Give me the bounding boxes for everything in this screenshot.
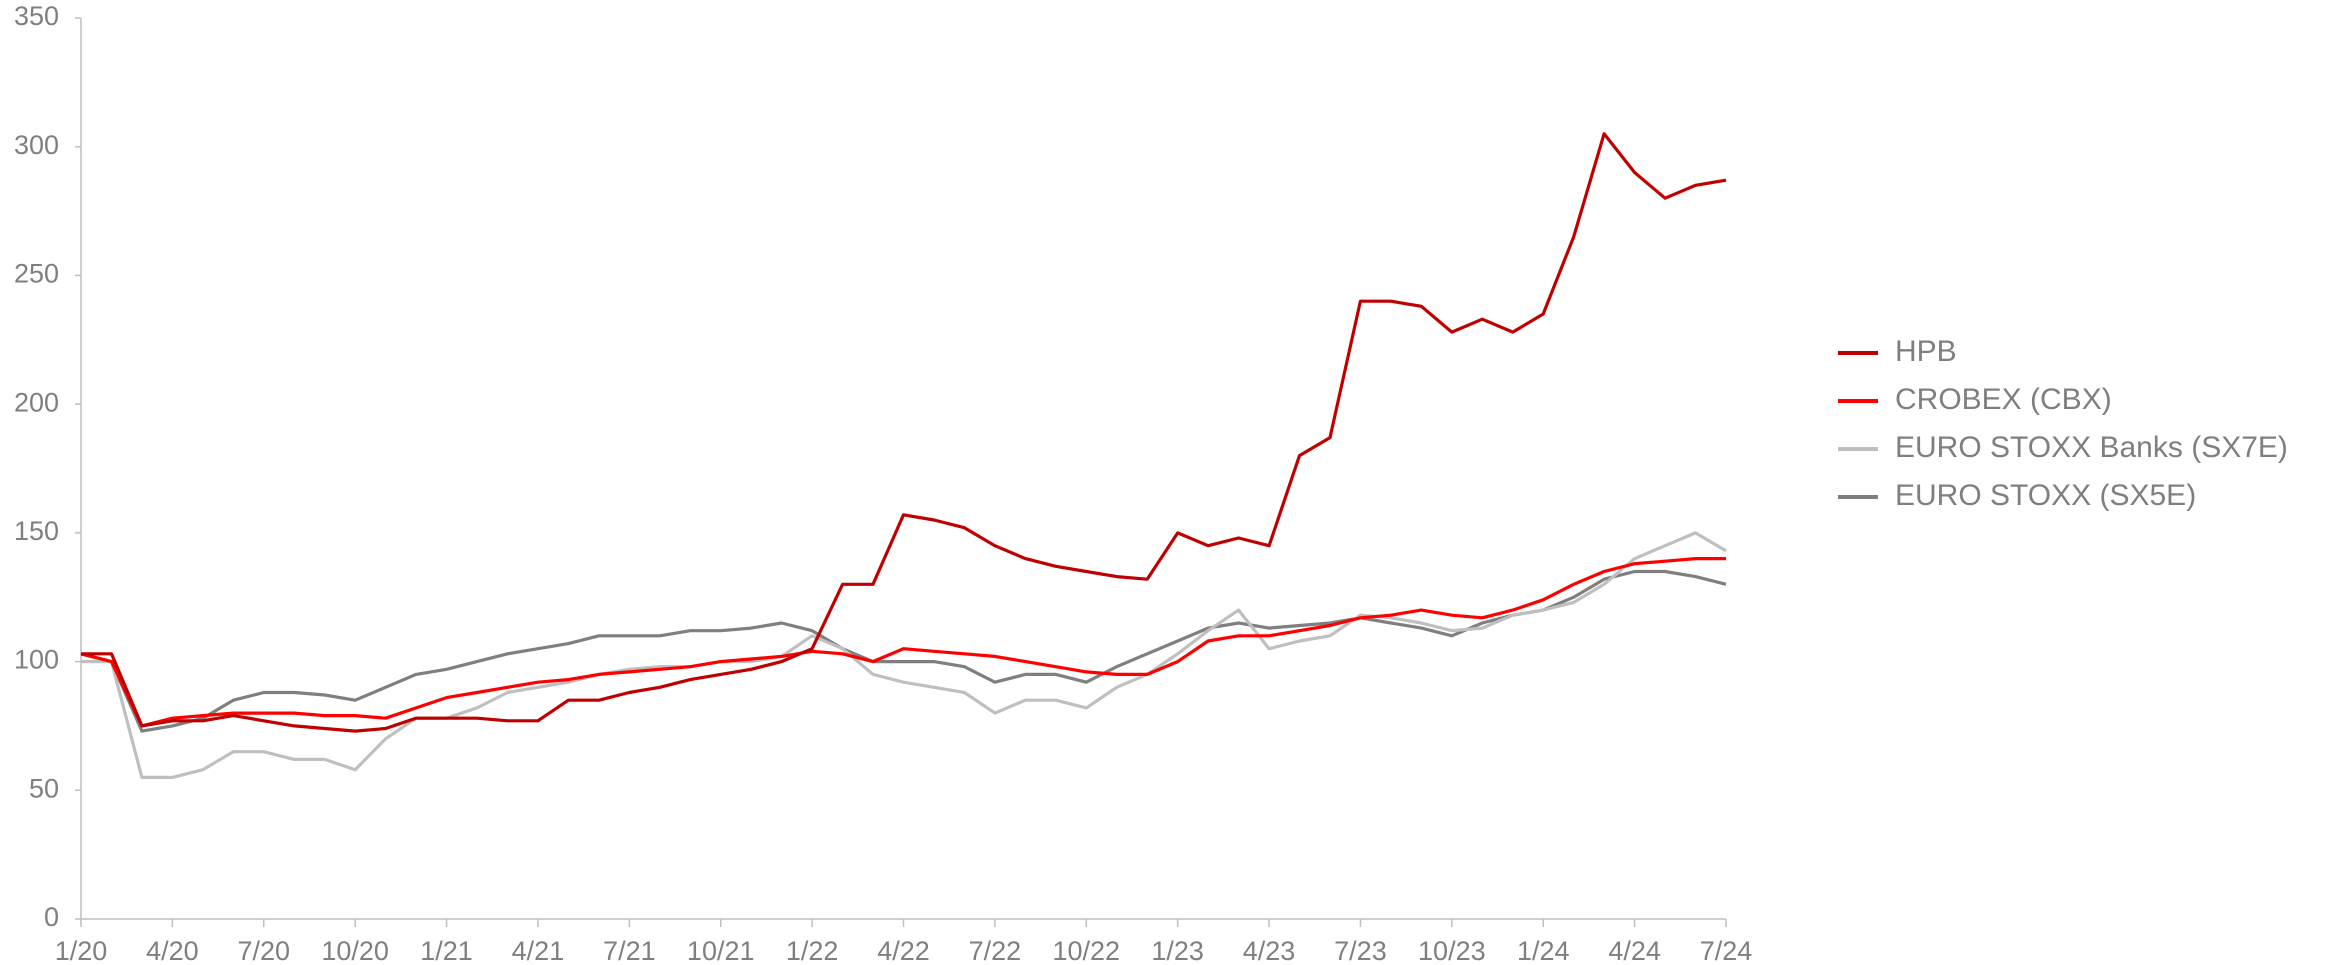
x-tick-label: 7/20	[237, 936, 290, 965]
legend-label: HPB	[1895, 335, 1957, 368]
series-line	[81, 132, 1727, 733]
x-tick-label: 4/23	[1243, 936, 1296, 965]
y-tick-label: 50	[29, 773, 59, 803]
y-tick-label: 200	[14, 387, 59, 417]
x-tick-label: 7/24	[1700, 936, 1753, 965]
series-line	[81, 531, 1727, 779]
x-tick-label: 4/22	[877, 936, 930, 965]
legend-label: EURO STOXX (SX5E)	[1895, 479, 2196, 512]
series-line	[80, 557, 1726, 728]
x-tick-label: 1/20	[55, 936, 108, 965]
x-tick-label: 7/21	[603, 936, 656, 965]
x-tick-label: 4/20	[146, 936, 199, 965]
x-tick-label: 10/23	[1418, 936, 1486, 965]
y-tick-label: 150	[14, 516, 59, 546]
legend-label: EURO STOXX Banks (SX7E)	[1895, 431, 2288, 464]
y-tick-label: 250	[14, 259, 59, 289]
x-tick-label: 7/23	[1334, 936, 1387, 965]
x-tick-label: 10/22	[1052, 936, 1120, 965]
y-tick-label: 0	[44, 902, 59, 932]
x-tick-label: 1/22	[786, 936, 839, 965]
legend-label: CROBEX (CBX)	[1895, 383, 2112, 416]
y-tick-label: 100	[14, 645, 59, 675]
x-tick-label: 4/21	[512, 936, 565, 965]
x-tick-label: 10/20	[321, 936, 389, 965]
x-tick-label: 4/24	[1608, 936, 1661, 965]
y-tick-label: 350	[14, 1, 59, 31]
x-tick-label: 10/21	[687, 936, 755, 965]
y-tick-label: 300	[14, 130, 59, 160]
x-tick-label: 1/21	[420, 936, 473, 965]
x-tick-label: 1/24	[1517, 936, 1570, 965]
series-line	[80, 569, 1727, 733]
x-tick-label: 7/22	[969, 936, 1022, 965]
x-tick-label: 1/23	[1151, 936, 1204, 965]
